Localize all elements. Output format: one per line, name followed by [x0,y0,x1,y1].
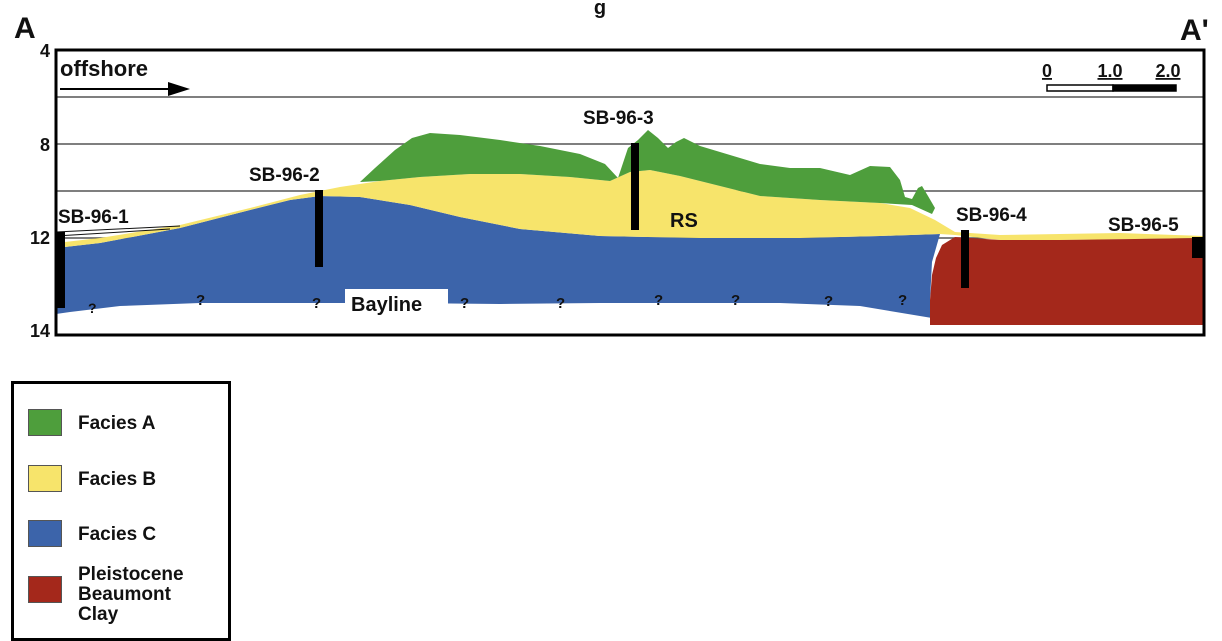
legend: Facies A Facies B Facies C Pleistocene B… [11,381,231,641]
uncertain-marker: ? [654,292,663,309]
y-tick-label: 14 [30,321,50,341]
direction-label: offshore [60,56,148,81]
scale-bar-open-segment [1046,84,1114,92]
borehole-label: SB-96-3 [583,108,654,129]
legend-label-line: Pleistocene [78,564,184,585]
legend-item-facies-a: Facies A [28,409,155,436]
legend-label-line: Facies C [78,524,157,545]
legend-label-line: Beaumont [78,584,171,605]
scale-bar: 0 1.0 2.0 [1042,61,1181,92]
cross-section-figure: g A A' 4 8 12 14 offshore 0 1.0 2.0 SB-9… [14,0,1209,341]
legend-swatch [28,520,62,547]
uncertain-marker: ? [312,295,321,312]
legend-item-beaumont-clay: Pleistocene Beaumont Clay [28,565,184,625]
scale-label: 2.0 [1155,61,1180,81]
scale-bar-filled-segment [1112,84,1177,92]
scale-label: 1.0 [1097,61,1122,81]
title-fragment: g [594,0,606,19]
clay-unit [930,237,1204,325]
thin-bedding-line [55,228,171,237]
borehole-stick [631,143,639,230]
legend-item-facies-b: Facies B [28,465,156,492]
question-marks: ? ? ? ? ? ? ? ? ? [88,292,907,316]
borehole-stick [57,232,65,308]
legend-label: Pleistocene Beaumont Clay [78,565,184,625]
uncertain-marker: ? [556,295,565,312]
uncertain-marker: ? [824,293,833,310]
unit-label: RS [670,210,698,232]
section-frame [54,48,1206,337]
facies-a-unit [360,130,935,214]
borehole-stick [315,190,323,267]
facies-b-unit [56,170,1204,248]
legend-label: Facies B [78,470,156,490]
scale-label: 0 [1042,61,1052,81]
section-start-label: A [14,12,36,45]
y-tick-label: 8 [40,135,50,155]
uncertain-marker: ? [88,300,97,316]
legend-swatch [28,409,62,436]
borehole-stick [1192,237,1204,258]
uncertain-marker: ? [898,292,907,309]
borehole-label: SB-96-1 [58,207,129,228]
legend-item-facies-c: Facies C [28,520,156,547]
uncertain-marker: ? [196,292,205,309]
borehole-stick [961,230,969,288]
section-end-label: A' [1180,14,1209,47]
legend-swatch [28,576,62,603]
boundary-label: Bayline [351,294,422,316]
facies-c-unit [56,196,940,318]
legend-swatch [28,465,62,492]
legend-label: Facies C [78,525,156,545]
uncertain-marker: ? [460,295,469,312]
bayline-label-background [345,289,448,315]
thin-bedding-line [55,225,181,233]
legend-label-line: Facies A [78,413,156,434]
offshore-arrow-icon [168,82,190,96]
borehole-label: SB-96-2 [249,165,320,186]
borehole-label: SB-96-4 [956,205,1027,226]
borehole-label: SB-96-5 [1108,215,1179,236]
legend-label-line: Clay [78,604,119,625]
y-tick-label: 4 [40,41,50,61]
legend-label: Facies A [78,414,155,434]
uncertain-marker: ? [731,292,740,309]
y-tick-label: 12 [30,228,50,248]
legend-label-line: Facies B [78,469,157,490]
